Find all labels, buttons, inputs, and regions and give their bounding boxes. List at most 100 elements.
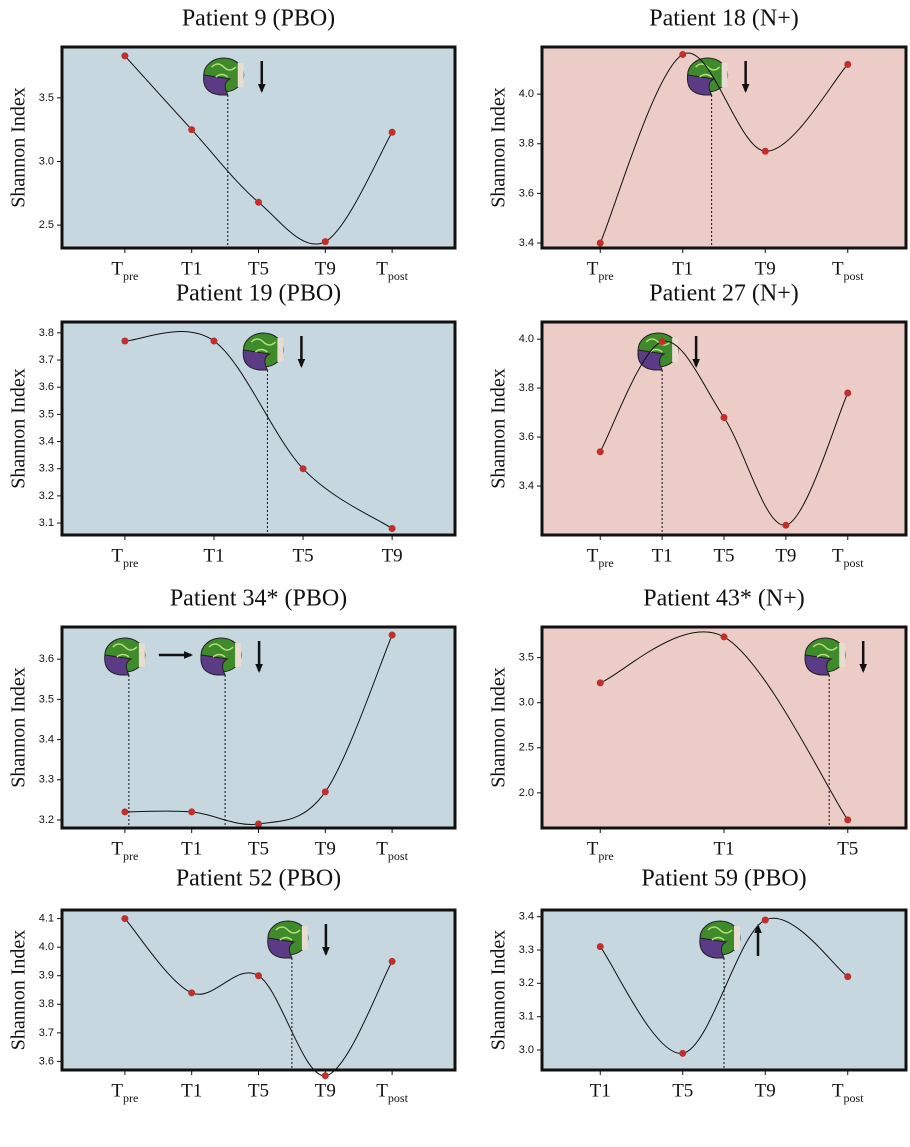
y-tick-label: 3.0 — [519, 697, 534, 709]
data-point — [388, 128, 396, 136]
x-tick-label: T9 — [755, 1080, 776, 1101]
data-point — [188, 808, 196, 816]
panel-title: Patient 59 (PBO) — [641, 866, 806, 892]
y-tick-label: 3.8 — [39, 998, 54, 1010]
data-point — [844, 60, 852, 68]
arrow-head — [859, 663, 868, 673]
brain-icon — [804, 637, 846, 676]
data-point — [658, 338, 666, 346]
x-tick-label: T5 — [672, 1080, 693, 1101]
y-tick-label: 2.5 — [39, 219, 54, 231]
curve — [124, 634, 393, 826]
x-tick-label: Tpost — [832, 545, 864, 569]
x-tick-label: T5 — [292, 545, 313, 566]
y-axis-label: Shannon Index — [488, 930, 510, 1051]
plot-background — [62, 910, 455, 1070]
y-tick-label: 3.5 — [39, 92, 54, 104]
panel-title: Patient 34* (PBO) — [170, 586, 347, 612]
y-tick-label: 3.8 — [39, 327, 54, 339]
data-point — [720, 413, 728, 421]
y-axis-label: Shannon Index — [488, 368, 510, 489]
y-tick-label: 3.7 — [39, 1027, 54, 1039]
y-tick-label: 3.8 — [519, 138, 534, 150]
x-tick-label: T5 — [248, 1080, 269, 1101]
x-tick-label: Tpost — [832, 1080, 864, 1104]
y-tick-label: 3.4 — [519, 237, 534, 249]
plot-frame — [540, 45, 908, 250]
brain-stem — [686, 74, 716, 96]
arrow-head — [322, 946, 330, 956]
curve — [600, 631, 849, 821]
y-axis-label: Shannon Index — [8, 87, 30, 208]
plot-background — [542, 322, 906, 535]
x-tick-label: Tpre — [587, 545, 614, 569]
curve — [599, 52, 849, 244]
y-tick-label: 3.4 — [39, 733, 54, 745]
data-point — [121, 337, 129, 345]
y-tick-label: 3.4 — [39, 435, 54, 447]
panel-title: Patient 43* (N+) — [643, 586, 805, 612]
plot-frame — [60, 45, 457, 250]
brain-face — [672, 338, 679, 362]
brain-folds — [812, 643, 838, 658]
brain-icon — [203, 57, 245, 96]
y-tick-label: 3.5 — [39, 408, 54, 420]
brain-face — [237, 63, 244, 87]
x-tick-label: Tpre — [111, 1080, 138, 1104]
plot-background — [62, 47, 455, 248]
data-point — [255, 820, 262, 828]
x-tick-label: T1 — [181, 1080, 202, 1101]
y-tick-label: 3.8 — [519, 382, 534, 394]
y-tick-label: 4.1 — [39, 912, 54, 924]
plot-frame — [60, 908, 457, 1072]
brain-folds — [695, 63, 721, 78]
data-point — [844, 816, 852, 824]
brain-stem — [699, 937, 728, 959]
x-tick-label: Tpre — [587, 838, 614, 862]
y-tick-label: 3.6 — [39, 1055, 54, 1067]
data-point — [188, 126, 196, 134]
y-axis-label: Shannon Index — [8, 368, 30, 489]
panel-title: Patient 18 (N+) — [649, 6, 799, 32]
x-tick-label: Tpre — [111, 258, 138, 282]
x-tick-label: T1 — [590, 1080, 611, 1101]
data-point — [388, 957, 396, 965]
y-tick-label: 3.6 — [519, 431, 534, 443]
y-tick-label: 3.2 — [39, 490, 54, 502]
x-tick-label: T5 — [248, 258, 269, 279]
arrow-head — [692, 358, 700, 368]
arrow-head — [754, 924, 762, 934]
brain-icon — [104, 637, 146, 676]
brain-stem — [804, 654, 833, 676]
plot-background — [542, 627, 906, 828]
brain-stem — [203, 74, 232, 96]
x-tick-label: T1 — [181, 258, 202, 279]
data-point — [388, 631, 396, 639]
y-tick-label: 3.7 — [39, 354, 54, 366]
panel-title: Patient 27 (N+) — [649, 281, 799, 307]
x-tick-label: Tpost — [376, 838, 408, 862]
plot-frame — [540, 625, 908, 830]
brain-icon — [242, 332, 284, 371]
brain-folds — [645, 338, 671, 353]
curve — [124, 918, 393, 1077]
brain-face — [839, 643, 846, 667]
data-point — [388, 524, 396, 532]
panel-title: Patient 52 (PBO) — [176, 866, 341, 892]
y-axis-label: Shannon Index — [488, 87, 510, 208]
y-tick-label: 3.9 — [39, 970, 54, 982]
data-point — [761, 147, 769, 155]
y-tick-label: 4.0 — [519, 88, 534, 100]
data-point — [596, 943, 604, 951]
brain-face — [138, 643, 145, 667]
data-point — [121, 915, 129, 923]
data-point — [720, 633, 728, 641]
x-tick-label: T1 — [203, 545, 224, 566]
brain-folds — [211, 63, 237, 78]
brain-stem — [637, 349, 666, 371]
arrow-head — [255, 663, 263, 673]
x-tick-label: T5 — [837, 838, 858, 859]
x-tick-label: T5 — [248, 838, 269, 859]
data-point — [321, 1072, 329, 1080]
